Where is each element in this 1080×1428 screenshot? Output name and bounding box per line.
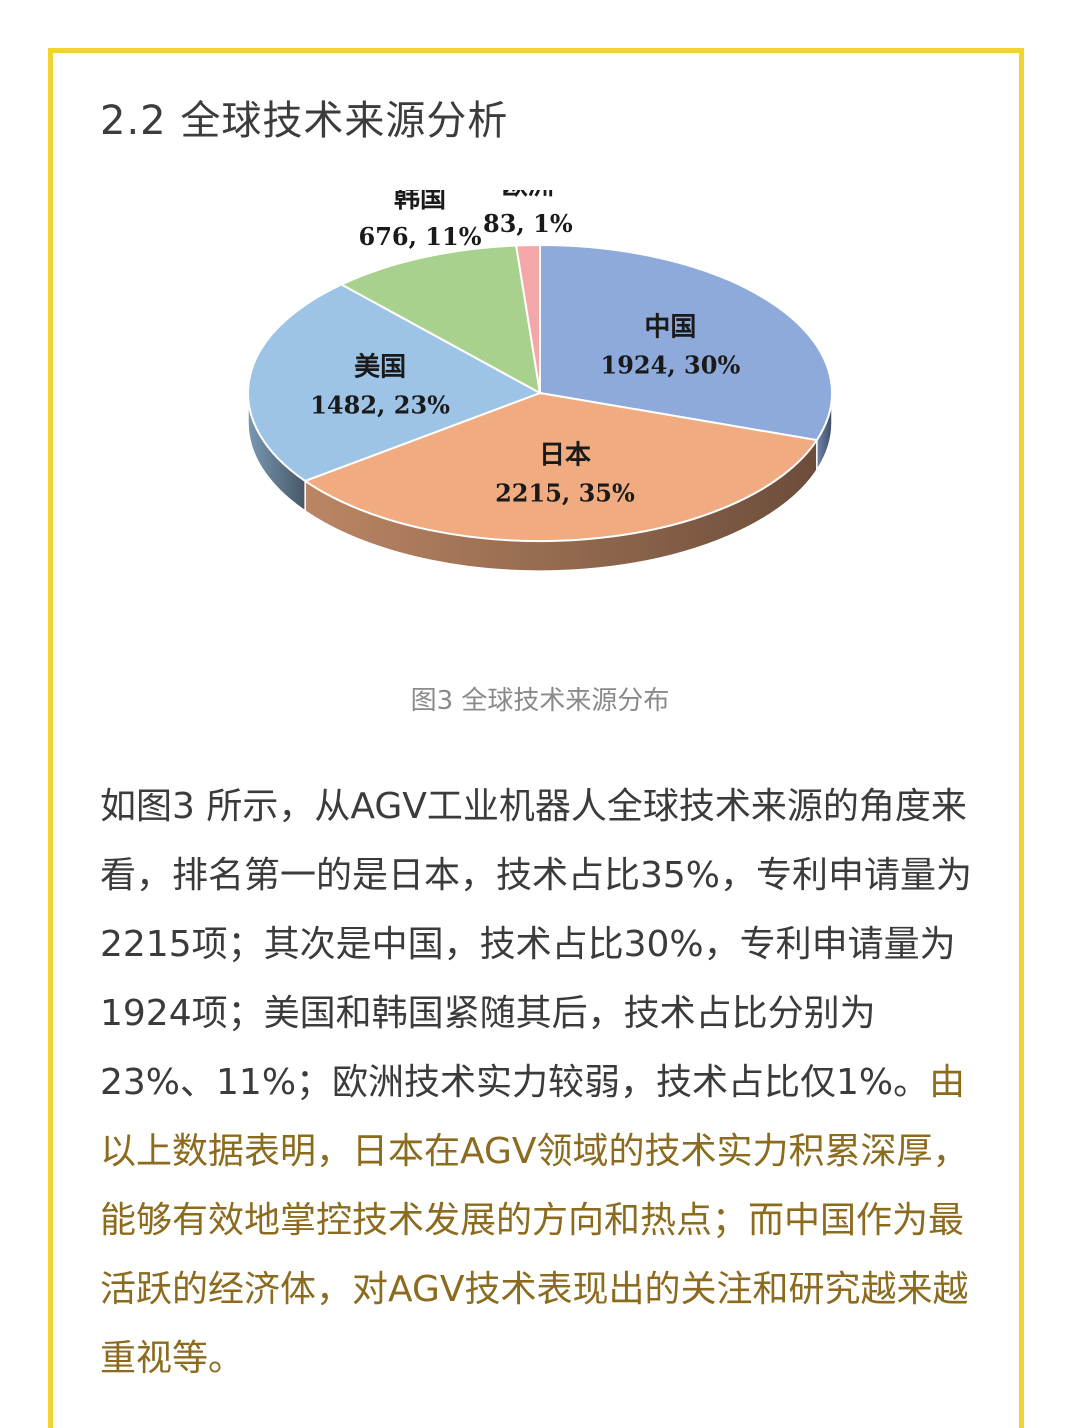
figure-caption: 图3 全球技术来源分布 [410, 686, 670, 716]
pie-slice-5 [514, 243, 541, 394]
slice-value-label-3: 1482, 23% [310, 390, 450, 419]
body-highlight-text: 由以上数据表明，日本在AGV领域的技术实力积累深厚，能够有效地掌控技术发展的方向… [100, 1062, 969, 1379]
pie-slice-3 [247, 283, 543, 483]
slice-name-label-2: 日本 [539, 440, 591, 470]
section-title: 2.2 全球技术来源分析 [100, 98, 509, 144]
pie-slice-2 [302, 391, 819, 542]
pie-chart: 中国 1924, 30% 日本 2215, 35% 美国 1482, 23% 韩国 676, … [247, 190, 833, 572]
body-plain-text: 如图3 所示，从AGV工业机器人全球技术来源的角度来看，排名第一的是日本，技术占… [100, 786, 973, 1103]
pie-slice-1 [539, 243, 833, 442]
slice-value-label-1: 1924, 30% [601, 350, 741, 379]
slice-value-label-4: 676, 11% [359, 222, 482, 251]
slice-name-label-4: 韩国 [394, 190, 446, 214]
body-paragraph: 如图3 所示，从AGV工业机器人全球技术来源的角度来看，排名第一的是日本，技术占… [100, 772, 990, 1393]
slice-value-label-5: 83, 1% [483, 209, 573, 238]
slice-name-label-1: 中国 [644, 312, 696, 342]
slice-name-label-5: 欧洲 [502, 190, 554, 201]
slice-name-label-3: 美国 [354, 351, 406, 382]
content-frame [48, 48, 1024, 1428]
pie-slice-4 [339, 244, 542, 395]
slice-value-label-2: 2215, 35% [495, 478, 635, 507]
